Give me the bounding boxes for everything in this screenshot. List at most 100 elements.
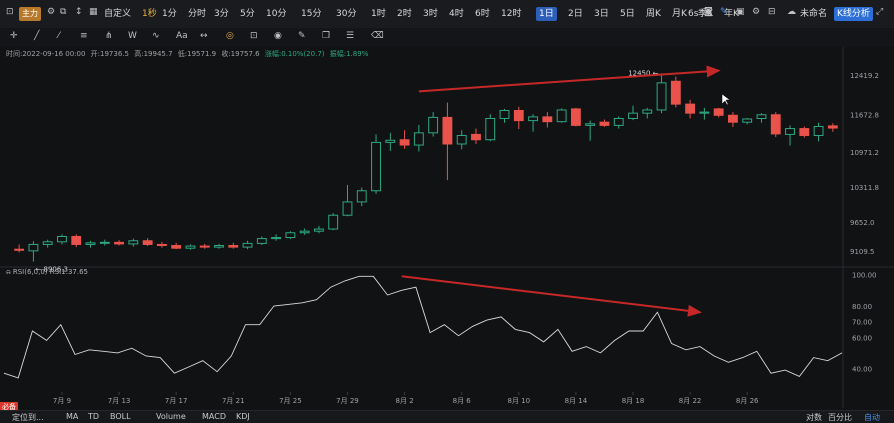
trend-line-icon[interactable]: ╱ (34, 31, 40, 41)
period-17[interactable]: 周K (646, 9, 661, 19)
indicator-ma[interactable]: MA (66, 412, 79, 421)
candle-up (485, 117, 496, 141)
edit-icon[interactable]: ✎ (298, 31, 306, 41)
candle-up (314, 228, 324, 232)
period-7[interactable]: 1时 (371, 9, 386, 19)
layout-name-dropdown[interactable]: 未命名 (800, 9, 828, 19)
custom-period-dropdown[interactable]: 自定义 (104, 9, 132, 19)
grid-icon[interactable]: ▦ (89, 7, 98, 17)
main-force-badge[interactable]: 主力 (19, 7, 41, 21)
layout-icon[interactable]: ⊟ (768, 7, 776, 17)
candle-up (256, 238, 267, 244)
candle-down (442, 116, 453, 145)
candle-up (42, 241, 53, 245)
candle-down (728, 114, 738, 123)
price-tick-label: 10971.2 (850, 149, 879, 157)
indicator-kdj[interactable]: KDJ (236, 412, 250, 421)
settings-icon[interactable]: ⚙ (752, 7, 761, 17)
period-5[interactable]: 15分 (301, 9, 322, 19)
kline-analysis-button[interactable]: K线分析 (834, 7, 873, 21)
x-tick-label: 8月 26 (736, 397, 759, 405)
scale-mode-0[interactable]: 对数 (806, 413, 822, 422)
period-16[interactable]: 5日 (620, 9, 635, 19)
period-15[interactable]: 3日 (594, 9, 609, 19)
fullscreen-icon[interactable]: ⤢ (876, 7, 884, 17)
candle-up (456, 134, 467, 145)
period-19[interactable]: 季K (698, 9, 713, 19)
period-20[interactable]: 年K (724, 9, 739, 19)
period-13[interactable]: 1日 (536, 7, 557, 21)
measure-icon[interactable]: ↔ (200, 31, 208, 41)
bell-icon[interactable]: ⍾ (6, 268, 11, 276)
period-2[interactable]: 3分 (214, 9, 229, 19)
candle-down (228, 245, 239, 248)
candle-up (699, 111, 710, 114)
save-icon[interactable]: ▣ (736, 7, 745, 17)
rsi-line (3, 275, 843, 379)
period-14[interactable]: 2日 (568, 9, 583, 19)
layers-icon[interactable]: ☰ (346, 31, 355, 41)
period-12[interactable]: 12时 (501, 9, 522, 19)
rsi-tick-label: 100.00 (852, 272, 877, 280)
candle-up (813, 125, 824, 136)
candle-up (242, 242, 253, 248)
lock-icon[interactable]: ⊡ (250, 31, 258, 41)
rsi-tick-label: 70.00 (852, 319, 872, 327)
ohlc-info-row: 时间:2022-09-16 00:00 开:19736.5 高:19945.7 … (6, 49, 371, 59)
period-6[interactable]: 30分 (336, 9, 357, 19)
period-9[interactable]: 3时 (423, 9, 438, 19)
indicator-volume[interactable]: Volume (156, 412, 186, 421)
trash-icon[interactable]: ⌫ (371, 31, 384, 41)
indicator-td[interactable]: TD (88, 412, 100, 421)
info-time: 时间:2022-09-16 00:00 (6, 50, 86, 58)
period-8[interactable]: 2时 (397, 9, 412, 19)
divergence-arrow-rsi (401, 275, 702, 317)
gear-icon[interactable]: ⚙ (47, 7, 56, 17)
candle-down (156, 243, 167, 247)
chart-type-icon[interactable]: ⧉ (60, 7, 67, 17)
candle-up (742, 118, 753, 123)
period-10[interactable]: 4时 (449, 9, 464, 19)
period-0[interactable]: 1分 (162, 9, 177, 19)
refresh-interval[interactable]: 6s (688, 9, 699, 19)
indicator-boll[interactable]: BOLL (110, 412, 131, 421)
kline-style-icon[interactable]: ↕ (75, 7, 83, 17)
x-tick-label: 7月 9 (53, 397, 71, 405)
period-1[interactable]: 分时 (188, 9, 207, 19)
candle-down (685, 103, 696, 114)
candle-down (799, 128, 810, 136)
wave-icon[interactable]: W (128, 31, 137, 41)
ray-line-icon[interactable]: ⁄ (58, 31, 60, 41)
expand-icon[interactable]: ⊡ (6, 7, 14, 17)
magnet-icon[interactable]: ◎ (226, 31, 234, 41)
top-toolbar: ⊡ 主力 ⚙ ⧉ ↕ ▦ 自定义 1秒 1分 分时 3分 5分 10分 15分 30分 1时 2… (0, 0, 894, 29)
camera-icon[interactable]: ◙ (704, 7, 713, 17)
candle-down (171, 245, 182, 249)
pen-icon[interactable]: ✎ (720, 7, 728, 17)
hide-icon[interactable]: ◉ (274, 31, 282, 41)
brush-icon[interactable]: ∿ (152, 31, 160, 41)
text-icon[interactable]: Aa (176, 31, 188, 41)
candle-up (285, 232, 296, 239)
fib-icon[interactable]: ⋔ (105, 31, 113, 41)
scale-mode-1[interactable]: 百分比 (828, 413, 852, 422)
candle-down (14, 248, 25, 251)
crosshair-icon[interactable]: ✛ (10, 31, 18, 41)
candle-down (199, 245, 210, 248)
max-price-label: 12450 ← (628, 69, 658, 77)
info-change: 涨幅:0.10%(20.7) (264, 50, 325, 58)
period-1s[interactable]: 1秒 (142, 9, 157, 19)
period-3[interactable]: 5分 (240, 9, 255, 19)
parallel-channel-icon[interactable]: ≡ (80, 31, 88, 41)
cloud-icon[interactable]: ☁ (787, 7, 796, 17)
divergence-arrow-price (418, 65, 721, 93)
copy-icon[interactable]: ❐ (322, 31, 331, 41)
locate-button[interactable]: 定位到... (12, 413, 44, 422)
indicator-macd[interactable]: MACD (202, 412, 226, 421)
candle-down (471, 133, 481, 141)
period-4[interactable]: 10分 (266, 9, 287, 19)
scale-mode-2[interactable]: 自动 (864, 413, 880, 422)
period-18[interactable]: 月K (672, 9, 687, 19)
period-11[interactable]: 6时 (475, 9, 490, 19)
